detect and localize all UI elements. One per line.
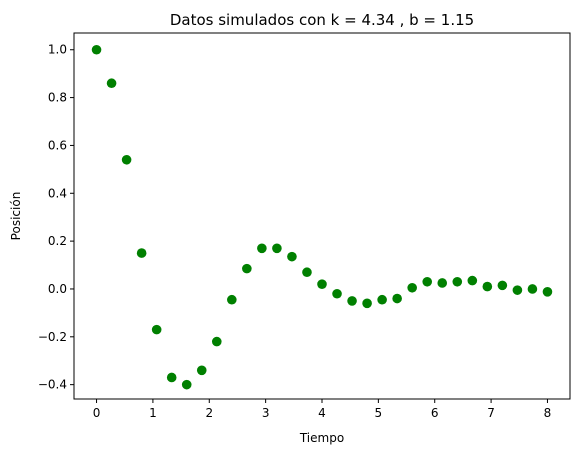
data-point: [211, 336, 222, 347]
data-point: [272, 243, 282, 254]
data-point: [181, 379, 192, 390]
x-tick-label: 4: [318, 406, 326, 420]
data-point: [392, 293, 402, 304]
y-tick-label: 0.2: [48, 234, 67, 248]
data-point: [542, 287, 553, 297]
data-point: [166, 372, 177, 383]
data-point: [91, 44, 102, 55]
data-point: [257, 243, 267, 254]
data-point: [242, 263, 252, 274]
data-point: [497, 280, 508, 291]
data-point: [467, 275, 478, 286]
y-tick-label: 0.6: [48, 138, 67, 152]
y-axis-label: Posición: [9, 192, 23, 241]
data-point: [377, 294, 387, 305]
x-axis: 0 1 2 3 4 5 6 7 8: [93, 399, 552, 420]
y-axis: −0.4 −0.2 0.0 0.2 0.4 0.6 0.8 1.0: [38, 43, 74, 392]
data-point: [196, 365, 207, 376]
y-tick-label: −0.4: [38, 378, 67, 392]
data-point: [347, 296, 357, 306]
x-tick-label: 2: [205, 406, 213, 420]
y-tick-label: 1.0: [48, 43, 67, 57]
data-point: [512, 285, 523, 295]
x-tick-label: 7: [487, 406, 495, 420]
x-tick-label: 5: [375, 406, 383, 420]
x-tick-label: 6: [431, 406, 439, 420]
data-point: [302, 267, 312, 278]
data-point: [287, 251, 297, 262]
x-tick-label: 8: [544, 406, 552, 420]
data-point: [106, 78, 117, 89]
x-axis-label: Tiempo: [299, 431, 344, 445]
y-tick-label: 0.8: [48, 91, 67, 105]
data-point: [362, 298, 372, 309]
data-point: [332, 288, 342, 299]
data-point: [227, 294, 237, 305]
data-point: [407, 282, 417, 293]
data-point: [121, 154, 132, 165]
y-tick-label: 0.0: [48, 282, 67, 296]
data-point: [437, 278, 448, 288]
chart-title: Datos simulados con k = 4.34 , b = 1.15: [170, 11, 474, 29]
data-point: [527, 284, 538, 294]
data-point: [422, 276, 433, 287]
data-points: [91, 44, 553, 390]
x-tick-label: 0: [93, 406, 101, 420]
plot-area: [73, 32, 571, 400]
y-tick-label: 0.4: [48, 186, 67, 200]
data-point: [151, 324, 162, 335]
data-point: [317, 279, 327, 289]
data-point: [452, 276, 463, 287]
data-point: [482, 281, 493, 292]
data-point: [136, 248, 147, 258]
x-tick-label: 3: [262, 406, 270, 420]
y-tick-label: −0.2: [38, 330, 67, 344]
axes-frame: [73, 32, 571, 400]
x-tick-label: 1: [149, 406, 157, 420]
